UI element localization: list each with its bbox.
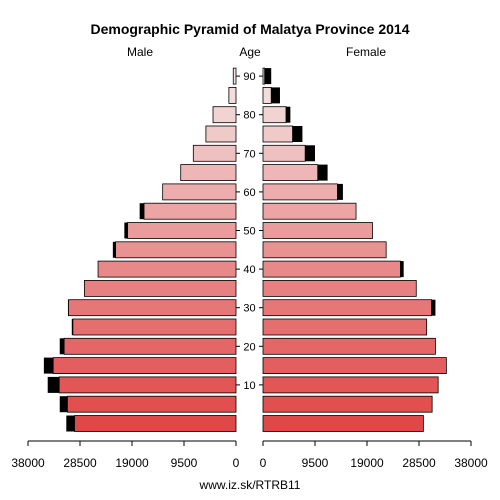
female-excess-80-84 (285, 106, 291, 123)
female-excess-75-79 (292, 126, 303, 142)
male-header: Male (127, 45, 153, 59)
female-bar-90+ (262, 67, 266, 85)
female-x-tick-label: 19000 (350, 456, 384, 470)
male-bar-25-29 (72, 318, 237, 336)
male-bar-50-54 (127, 222, 237, 239)
male-x-tick-label: 38000 (11, 456, 45, 470)
male-excess-50-54 (124, 222, 128, 239)
female-bar-0-4 (262, 415, 424, 432)
female-bar-55-59 (262, 202, 357, 220)
male-x-tick-label: 28500 (63, 456, 97, 470)
female-excess-70-74 (305, 145, 315, 162)
male-excess-25-29 (71, 319, 73, 335)
male-excess-20-24 (59, 338, 65, 355)
male-bar-90+ (232, 67, 237, 85)
female-excess-40-44 (400, 261, 404, 278)
female-bar-30-34 (262, 299, 432, 317)
female-bar-15-19 (262, 357, 447, 375)
female-excess-60-64 (337, 183, 343, 200)
age-tick-label: 60 (243, 187, 255, 199)
male-x-tick-label: 9500 (171, 456, 198, 470)
female-excess-30-34 (431, 299, 436, 316)
female-x-tick-label: 28500 (402, 456, 436, 470)
age-tick-label: 70 (243, 148, 255, 160)
female-bar-40-44 (262, 260, 401, 278)
male-excess-5-9 (59, 396, 68, 413)
female-bar-80-84 (262, 106, 287, 124)
female-bar-85-89 (262, 87, 272, 104)
male-excess-0-4 (66, 415, 75, 432)
female-bar-60-64 (262, 183, 338, 201)
age-tick-label: 40 (243, 264, 255, 276)
female-bar-45-49 (262, 241, 387, 259)
male-bar-0-4 (74, 415, 237, 432)
female-x-tick-label: 38000 (454, 456, 488, 470)
male-bar-45-49 (115, 241, 237, 259)
female-bar-50-54 (262, 222, 373, 239)
female-bar-70-74 (262, 144, 306, 162)
male-excess-15-19 (43, 357, 54, 374)
male-x-tick-label: 19000 (115, 456, 149, 470)
female-excess-85-89 (271, 87, 280, 104)
female-bar-20-24 (262, 337, 436, 355)
source-footer: www.iz.sk/RTRB11 (199, 478, 301, 492)
age-tick-label: 90 (243, 71, 255, 83)
female-excess-90+ (264, 68, 272, 85)
age-tick-label: 20 (243, 341, 255, 353)
female-header: Female (346, 45, 386, 59)
male-bar-55-59 (143, 202, 237, 220)
male-bar-80-84 (212, 106, 237, 124)
male-bar-85-89 (228, 87, 237, 104)
male-bar-75-79 (205, 125, 237, 143)
age-tick-label: 30 (243, 303, 255, 315)
female-bar-65-69 (262, 164, 319, 182)
female-bar-75-79 (262, 125, 293, 143)
male-excess-45-49 (112, 241, 116, 258)
male-bar-60-64 (162, 183, 237, 201)
chart-title: Demographic Pyramid of Malatya Province … (90, 21, 409, 37)
male-bar-35-39 (83, 279, 237, 297)
female-bar-25-29 (262, 318, 428, 336)
male-excess-55-59 (139, 203, 145, 220)
male-bar-70-74 (192, 144, 237, 162)
axes-group: 10 20 30 40 50 60 70 80 90 38000 28500 19000 9500 0 0 9… (11, 71, 488, 470)
male-bar-40-44 (97, 260, 237, 278)
female-bar-5-9 (262, 395, 433, 413)
male-bar-10-14 (58, 376, 237, 394)
age-header: Age (239, 45, 261, 59)
male-bar-20-24 (63, 337, 237, 355)
age-tick-label: 10 (243, 380, 255, 392)
male-excess-10-14 (47, 376, 60, 393)
male-excess-30-34 (67, 299, 69, 316)
bars-group (43, 67, 447, 432)
female-bar-35-39 (262, 279, 417, 297)
female-excess-65-69 (317, 164, 328, 181)
male-bar-15-19 (52, 357, 237, 375)
male-bar-65-69 (180, 164, 237, 182)
male-bar-30-34 (68, 299, 237, 317)
age-tick-label: 80 (243, 110, 255, 122)
female-bar-10-14 (262, 376, 439, 394)
male-bar-5-9 (67, 395, 237, 413)
female-x-tick-label: 0 (260, 456, 267, 470)
female-x-tick-label: 9500 (302, 456, 329, 470)
male-x-tick-label: 0 (233, 456, 240, 470)
age-tick-label: 50 (243, 226, 255, 238)
